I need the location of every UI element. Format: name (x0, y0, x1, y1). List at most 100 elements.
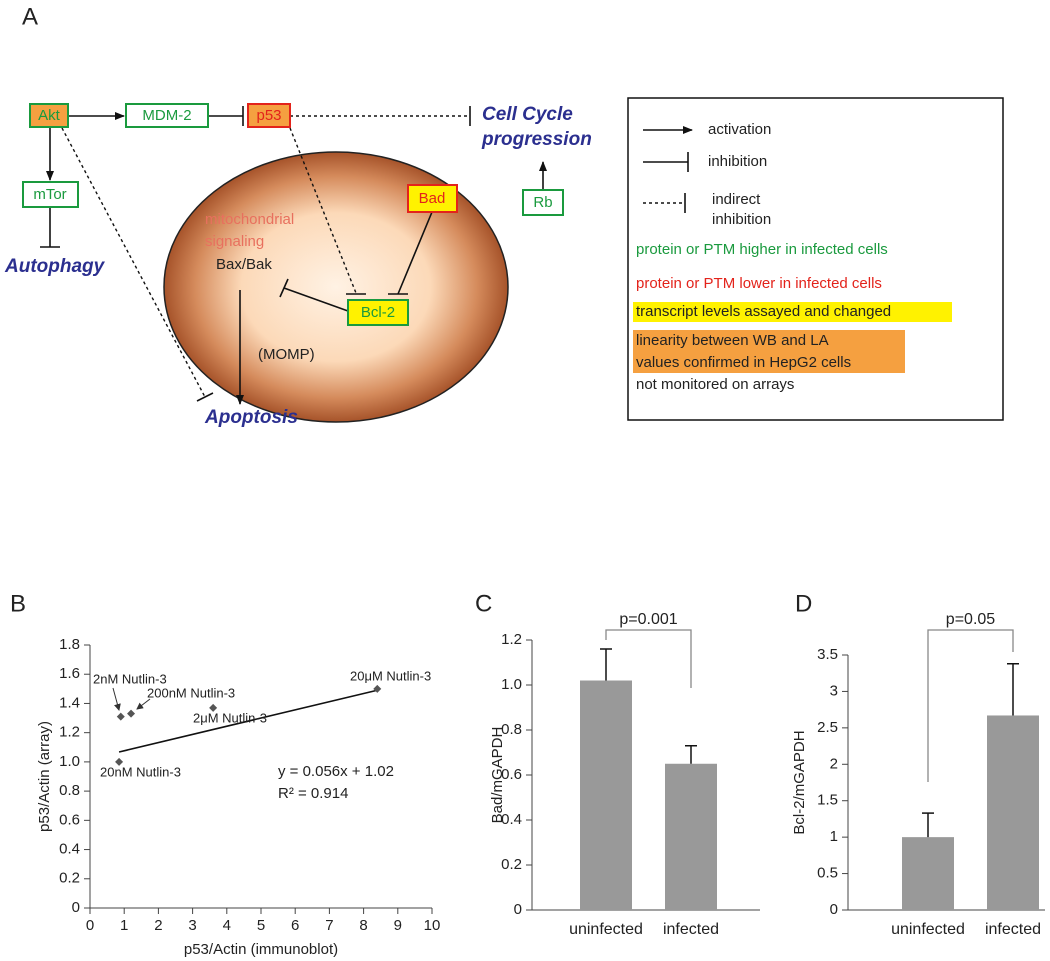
bax-bak: Bax/Bak (216, 256, 272, 273)
bar (987, 715, 1039, 910)
y-tick-label: 1.5 (817, 792, 838, 809)
y-tick-label: 1.2 (59, 724, 80, 741)
node-box (247, 103, 291, 128)
panel-label: A (22, 3, 38, 30)
x-tick-label: 5 (257, 917, 265, 934)
indirect (61, 127, 206, 398)
legend-text: protein or PTM lower in infected cells (636, 275, 882, 292)
y-tick-label: 0.6 (59, 811, 80, 828)
legend-text: inhibition (712, 211, 771, 228)
y-axis-label: Bcl-2/mGAPDH (791, 730, 808, 834)
point-label: 20μM Nutlin-3 (350, 668, 431, 683)
x-tick-label: uninfected (569, 921, 643, 938)
y-tick-label: 0.6 (501, 766, 522, 783)
node-box (522, 189, 564, 216)
x-tick-label: 1 (120, 917, 128, 934)
legend-text: indirect (712, 191, 761, 208)
point (116, 712, 125, 721)
momp: (MOMP) (258, 346, 315, 363)
y-tick-label: 0.8 (59, 782, 80, 799)
node-box (29, 103, 69, 128)
x-tick-label: 6 (291, 917, 299, 934)
y-tick-label: 1 (830, 828, 838, 845)
inhibit-bar (196, 392, 214, 402)
y-tick-label: 3.5 (817, 646, 838, 663)
point (115, 757, 124, 766)
y-tick-label: 0.8 (501, 721, 522, 738)
x-tick-label: 7 (325, 917, 333, 934)
significance-bracket (927, 629, 1014, 782)
legend-text: not monitored on arrays (636, 376, 794, 393)
legend-text: values confirmed in HepG2 cells (636, 354, 851, 371)
node-label: MDM-2 (142, 107, 191, 124)
x-tick-label: 4 (223, 917, 231, 934)
point (127, 709, 136, 718)
x-axis-label: p53/Actin (immunoblot) (184, 941, 338, 958)
x-tick-label: infected (985, 921, 1041, 938)
bar (580, 680, 632, 910)
process-label: progression (481, 129, 592, 150)
y-axis-label: p53/Actin (array) (36, 721, 53, 832)
y-axis-label: Bad/mGAPDH (489, 727, 506, 824)
point-label: 2nM Nutlin-3 (93, 671, 167, 686)
annotation: p=0.001 (619, 611, 677, 628)
legend-swatch (633, 302, 952, 322)
significance-bracket (605, 629, 692, 688)
node-label: Rb (533, 194, 552, 211)
bar (902, 837, 954, 910)
y-tick-label: 1.4 (59, 694, 80, 711)
label-arrow (112, 687, 121, 711)
x-tick-label: infected (663, 921, 719, 938)
y-tick-label: 0.5 (817, 865, 838, 882)
panel-label: B (10, 590, 26, 617)
r-squared: R² = 0.914 (278, 785, 348, 802)
legend-text: inhibition (708, 153, 767, 170)
legend-swatch (633, 330, 905, 373)
x-tick-label: 10 (424, 917, 441, 934)
node-box (22, 181, 79, 208)
point-label: 20nM Nutlin-3 (100, 764, 181, 779)
inhibit (397, 211, 433, 295)
y-tick-label: 1.6 (59, 665, 80, 682)
bar (665, 763, 717, 910)
diagram: A Akt MDM-2 p53 mTor Rb Bad Bcl-2 Cell C… (4, 3, 1004, 428)
annotation: p=0.05 (946, 611, 995, 628)
y-tick-label: 1.0 (501, 676, 522, 693)
process-label: Cell Cycle (482, 104, 573, 125)
point (373, 684, 382, 693)
legend-text: protein or PTM higher in infected cells (636, 241, 888, 258)
mitochondrion (163, 151, 509, 423)
inhibit-bar (279, 278, 289, 298)
x-tick-label: uninfected (891, 921, 965, 938)
y-tick-label: 1.8 (59, 636, 80, 653)
point-label: 2μM Nutlin-3 (193, 710, 267, 725)
x-tick-label: 2 (154, 917, 162, 934)
y-tick-label: 3 (830, 682, 838, 699)
mito-label: signaling (205, 233, 264, 250)
node-label: mTor (33, 186, 66, 203)
x-tick-label: 0 (86, 917, 94, 934)
y-tick-label: 2 (830, 755, 838, 772)
node-label: Bcl-2 (361, 304, 395, 321)
legend-text: activation (708, 121, 771, 138)
x-tick-label: 9 (394, 917, 402, 934)
y-tick-label: 0.2 (59, 870, 80, 887)
x-tick-label: 3 (188, 917, 196, 934)
point-label: 200nM Nutlin-3 (147, 685, 235, 700)
y-tick-label: 0 (72, 899, 80, 916)
fit-line (118, 689, 378, 753)
process-label: Autophagy (4, 256, 106, 277)
panel-label: C (475, 590, 492, 617)
y-tick-label: 1.2 (501, 631, 522, 648)
inhibit (283, 287, 349, 312)
legend-text: transcript levels assayed and changed (636, 303, 891, 320)
label-arrow (136, 698, 151, 710)
node-box (125, 103, 209, 128)
node-box (347, 299, 409, 326)
y-tick-label: 1.0 (59, 753, 80, 770)
node-label: p53 (256, 107, 281, 124)
panel-label: D (795, 590, 812, 617)
y-tick-label: 0 (830, 901, 838, 918)
point (209, 703, 218, 712)
